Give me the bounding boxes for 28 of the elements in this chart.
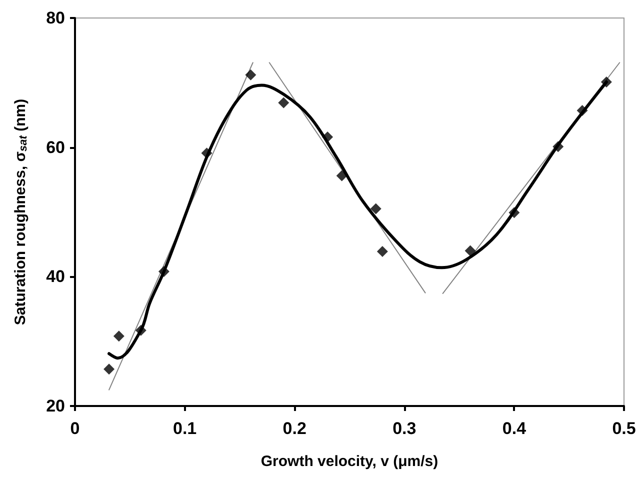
x-tick-label: 0.3 [392, 419, 416, 438]
point [576, 104, 588, 116]
point [464, 245, 476, 256]
x-tick-label: 0 [70, 419, 80, 438]
point [201, 148, 212, 159]
point [370, 203, 382, 214]
point [104, 364, 115, 375]
x-tick-label: 0.1 [172, 419, 197, 438]
point [278, 97, 290, 108]
point [336, 170, 348, 182]
x-tick-label: 0.2 [282, 419, 306, 438]
y-tick-label: 80 [46, 8, 65, 28]
x-axis-title: Growth velocity, v (μm/s) [260, 453, 438, 470]
point [552, 141, 564, 152]
point [158, 266, 170, 277]
point [322, 131, 334, 142]
y-tick-label: 40 [46, 267, 65, 286]
y-tick-label: 20 [46, 396, 65, 416]
point [113, 330, 124, 342]
point [245, 69, 256, 80]
point [376, 246, 388, 257]
x-tick-label: 0.4 [502, 419, 527, 438]
x-tick-label: 0.5 [612, 419, 636, 438]
point [135, 324, 146, 336]
y-axis-title: Saturation roughness, σsat (nm) [12, 98, 30, 326]
y-tick-label: 60 [46, 138, 65, 157]
point [600, 76, 612, 88]
point [508, 207, 520, 218]
